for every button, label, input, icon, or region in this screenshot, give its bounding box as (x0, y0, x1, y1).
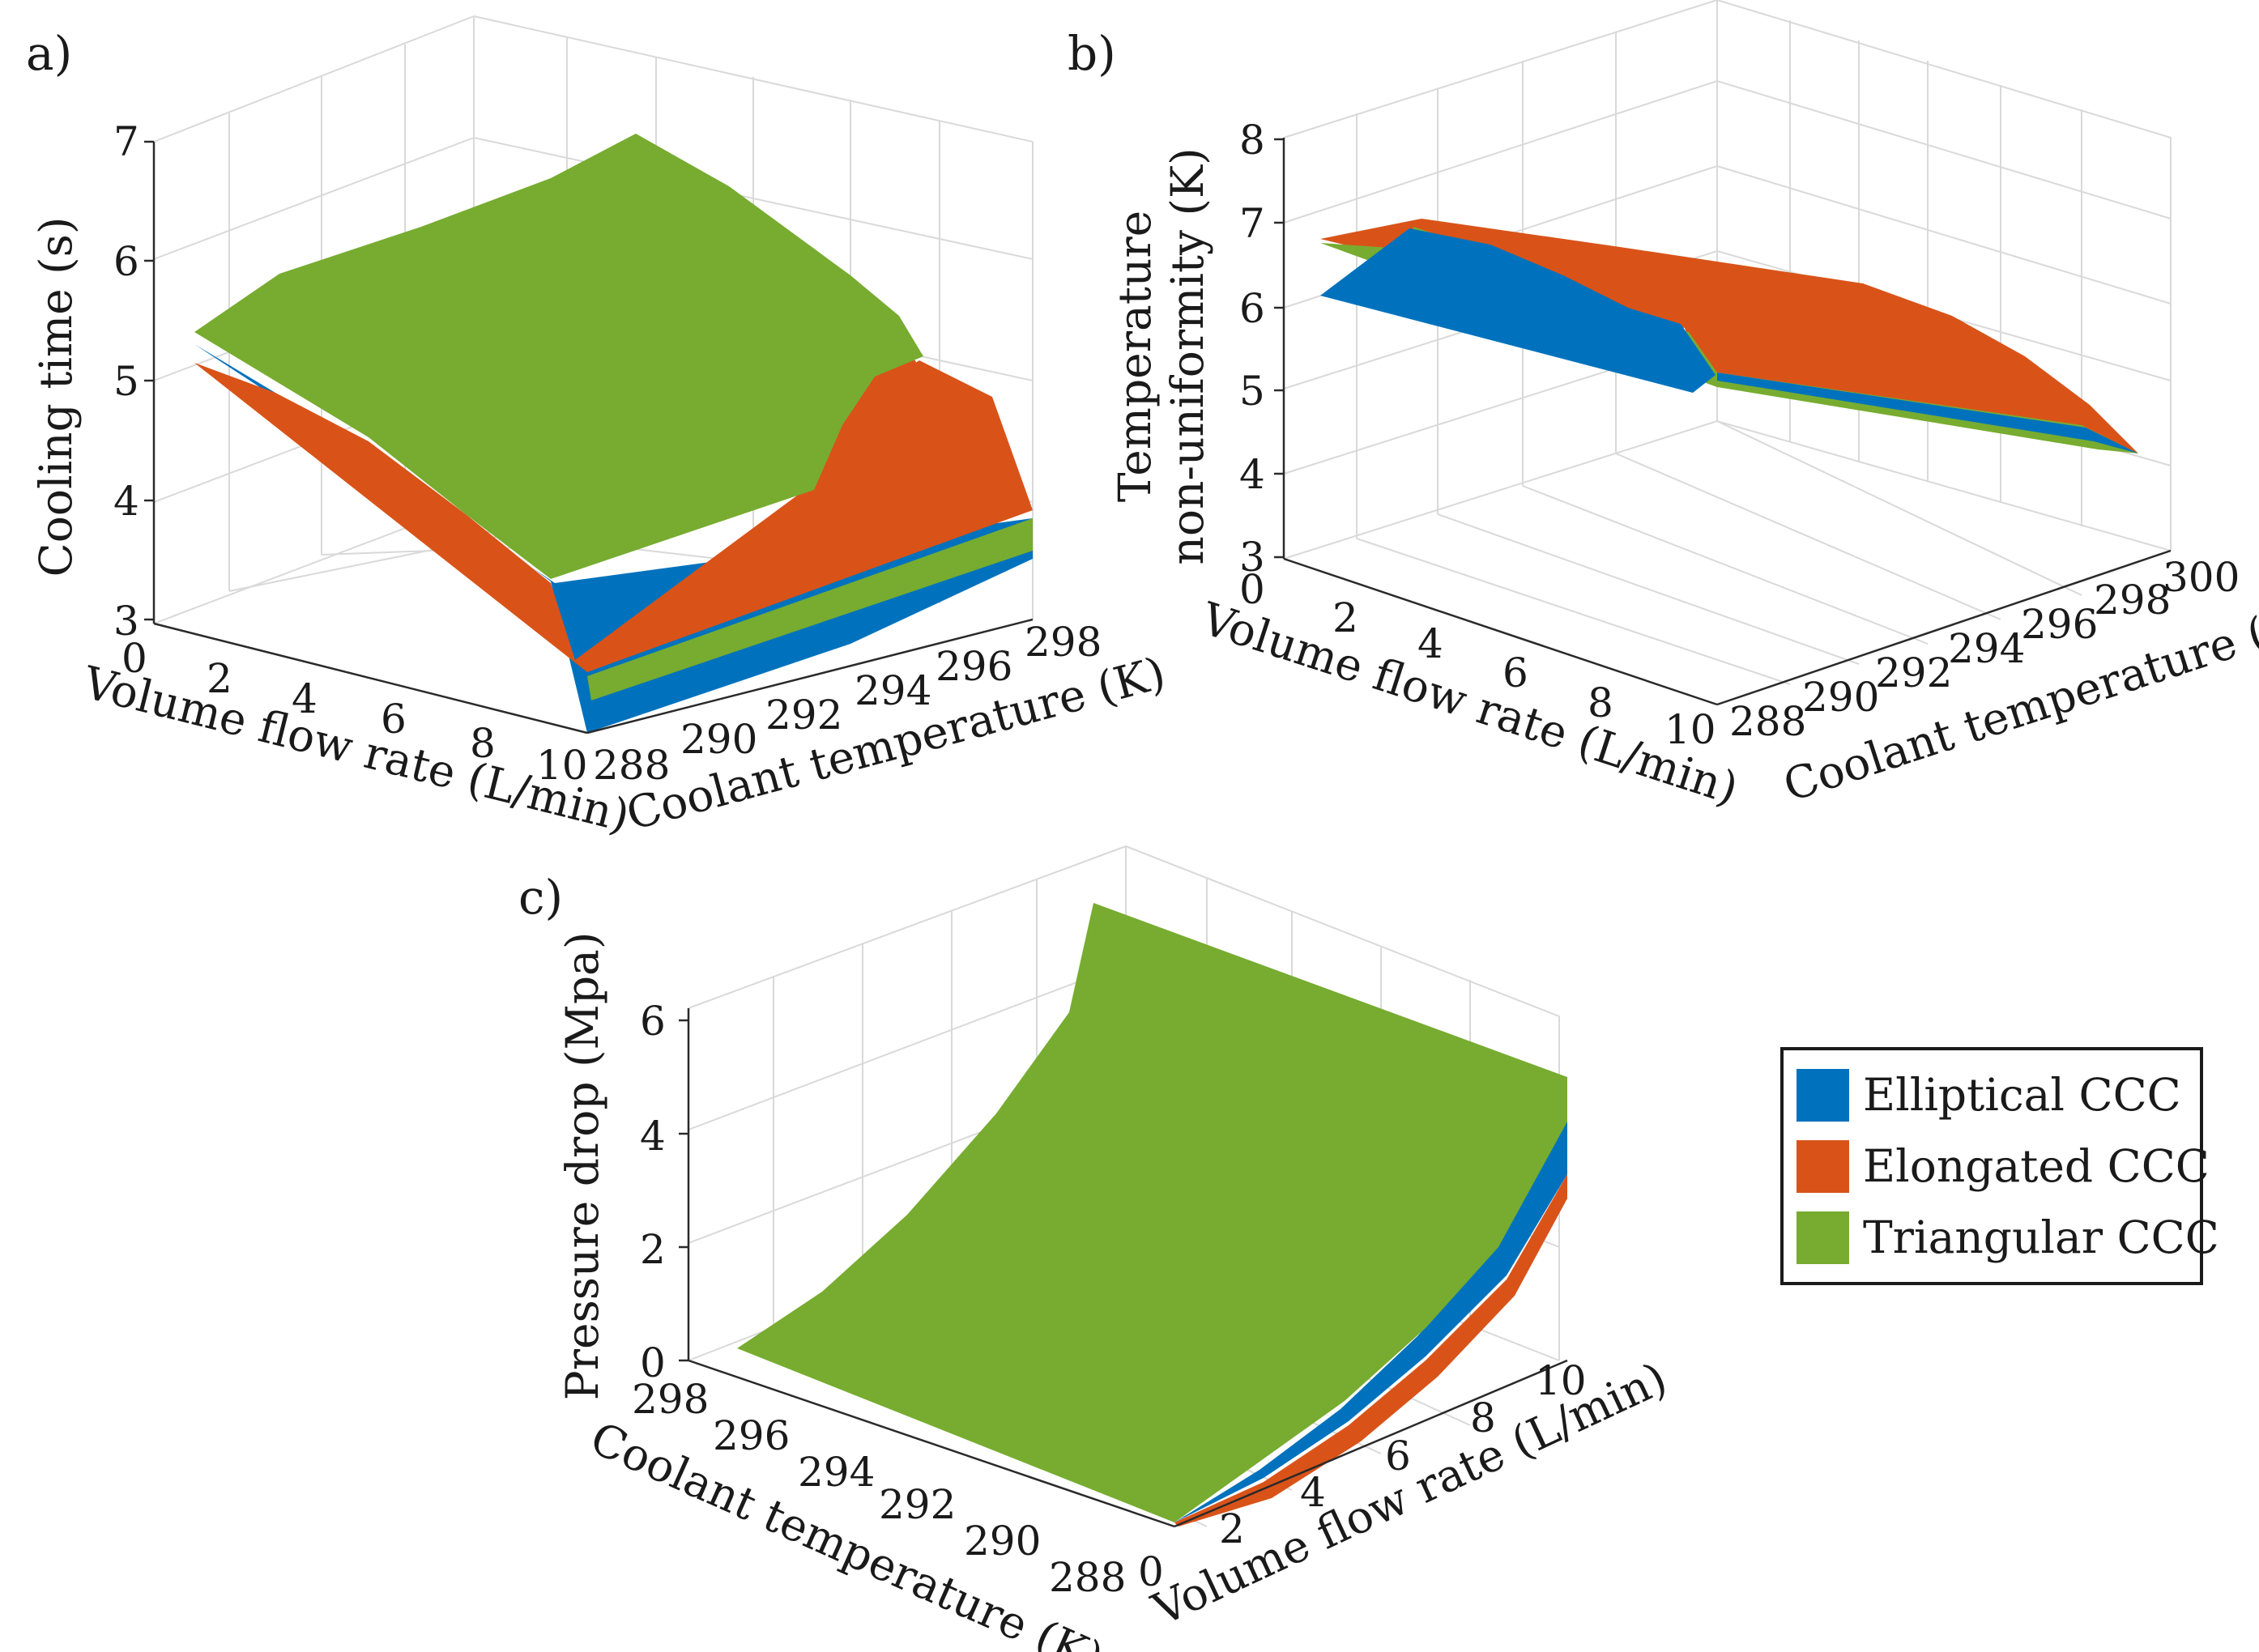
panel-a-xtick-8: 8 (470, 720, 496, 767)
panel-b-xtick-6: 6 (1502, 649, 1528, 696)
panel-a-ytick-292: 292 (765, 692, 842, 739)
legend-swatch-elongated (1797, 1140, 1849, 1193)
panel-a-ztick-4: 4 (113, 478, 139, 525)
panel-b-ztick-3: 3 (1239, 534, 1265, 581)
panel-c-xtick-288: 288 (1049, 1554, 1126, 1601)
panel-a-label: a) (26, 26, 72, 81)
panel-b: b) 8 7 6 5 4 3 0 2 (1068, 0, 2259, 815)
panel-b-surfaces (1320, 219, 2138, 453)
panel-b-surface-elliptical (1320, 228, 1716, 393)
panel-b-ztick-6: 6 (1239, 285, 1265, 332)
panel-a-ytick-298: 298 (1025, 619, 1102, 666)
panel-c: c) 6 4 2 0 298 296 294 292 290 288 (518, 845, 1674, 1652)
panel-a-ytick-296: 296 (936, 643, 1012, 690)
panel-c-xtick-292: 292 (879, 1481, 956, 1528)
panel-c-surface-triangular (737, 903, 1567, 1522)
panel-a-ytick-290: 290 (680, 716, 757, 763)
panel-c-ytick-2: 2 (1219, 1505, 1245, 1552)
panel-c-ztick-0: 0 (640, 1339, 666, 1386)
panel-b-ytick-294: 294 (1948, 625, 2025, 672)
panel-a-zlabel: Cooling time (s) (30, 217, 82, 577)
panel-c-xtick-294: 294 (798, 1449, 875, 1496)
panel-c-xtick-298: 298 (632, 1376, 709, 1423)
panel-c-ytick-8: 8 (1470, 1394, 1496, 1441)
panel-c-ytick-6: 6 (1385, 1433, 1411, 1480)
legend-label-triangular: Triangular CCC (1863, 1211, 2219, 1263)
panel-b-ztick-4: 4 (1239, 451, 1265, 498)
panel-c-axes (679, 1008, 1568, 1528)
panel-b-xtick-10: 10 (1664, 706, 1716, 753)
panel-b-ytick-298: 298 (2094, 577, 2171, 624)
legend-swatch-elliptical (1797, 1069, 1849, 1122)
panel-b-ytick-296: 296 (2021, 601, 2098, 648)
panel-b-axes (1274, 138, 2172, 706)
panel-c-xtick-296: 296 (713, 1412, 790, 1459)
panel-a-surfaces (194, 134, 1033, 733)
panel-a-ztick-5: 5 (113, 358, 139, 405)
legend-label-elliptical: Elliptical CCC (1863, 1069, 2181, 1121)
panel-a-surface-triangular (194, 134, 923, 579)
panel-c-surfaces (737, 903, 1567, 1526)
panel-a-xtick-0: 0 (121, 635, 147, 682)
legend: Elliptical CCC Elongated CCC Triangular … (1780, 1047, 2219, 1285)
panel-a-xtick-2: 2 (207, 655, 232, 702)
panel-a-xtick-6: 6 (381, 696, 407, 743)
panel-b-xtick-2: 2 (1332, 594, 1358, 641)
panel-b-xtick-0: 0 (1239, 566, 1265, 613)
panel-a-surface-triangular-lower (587, 518, 1033, 700)
panel-c-ztick-6: 6 (640, 998, 666, 1045)
panel-b-ytick-292: 292 (1875, 649, 1952, 696)
panel-a-ytick-288: 288 (593, 742, 670, 789)
panel-b-ytick-290: 290 (1802, 674, 1879, 721)
panel-b-xtick-4: 4 (1417, 620, 1443, 667)
panel-b-xtick-8: 8 (1588, 679, 1613, 726)
panel-a-ztick-3: 3 (113, 598, 139, 645)
panel-a: a) 7 6 5 4 (26, 15, 1170, 842)
panel-b-ztick-7: 7 (1239, 200, 1265, 247)
panel-a-surface-elongated (194, 360, 1033, 672)
panel-a-surface-elliptical (194, 344, 1033, 733)
panel-c-ytick-4: 4 (1300, 1469, 1326, 1516)
panel-c-xtick-290: 290 (964, 1518, 1041, 1565)
panel-c-label: c) (518, 870, 563, 925)
panel-c-ztick-2: 2 (640, 1226, 666, 1273)
panel-a-ztick-6: 6 (113, 238, 139, 285)
panel-b-ytick-288: 288 (1729, 698, 1806, 745)
panel-a-ztick-7: 7 (113, 118, 139, 165)
panel-a-axes (144, 140, 1034, 734)
legend-box (1780, 1047, 2203, 1285)
panel-b-ztick-5: 5 (1239, 368, 1265, 415)
panel-a-xtick-4: 4 (292, 675, 318, 722)
panel-c-zlabel: Pressure drop (Mpa) (556, 932, 608, 1401)
panel-b-label: b) (1068, 26, 1116, 81)
panel-b-zlabel-line2: non-uniformity (K) (1161, 147, 1213, 564)
panel-c-ztick-4: 4 (640, 1113, 666, 1160)
legend-swatch-triangular (1797, 1211, 1849, 1264)
panel-c-ytick-0: 0 (1138, 1548, 1164, 1595)
panel-b-ztick-8: 8 (1239, 117, 1265, 164)
panel-c-ytick-10: 10 (1535, 1357, 1587, 1404)
panel-b-zlabel-line1: Temperature (1109, 211, 1161, 502)
panel-b-ytick-300: 300 (2163, 554, 2240, 601)
legend-label-elongated: Elongated CCC (1863, 1140, 2210, 1192)
panel-b-surface-elliptical-strip (1717, 373, 2138, 453)
panel-a-xtick-10: 10 (536, 742, 588, 789)
panel-a-ytick-294: 294 (855, 667, 931, 714)
panel-b-xlabel: Volume flow rate (L/min) (1195, 592, 1745, 815)
